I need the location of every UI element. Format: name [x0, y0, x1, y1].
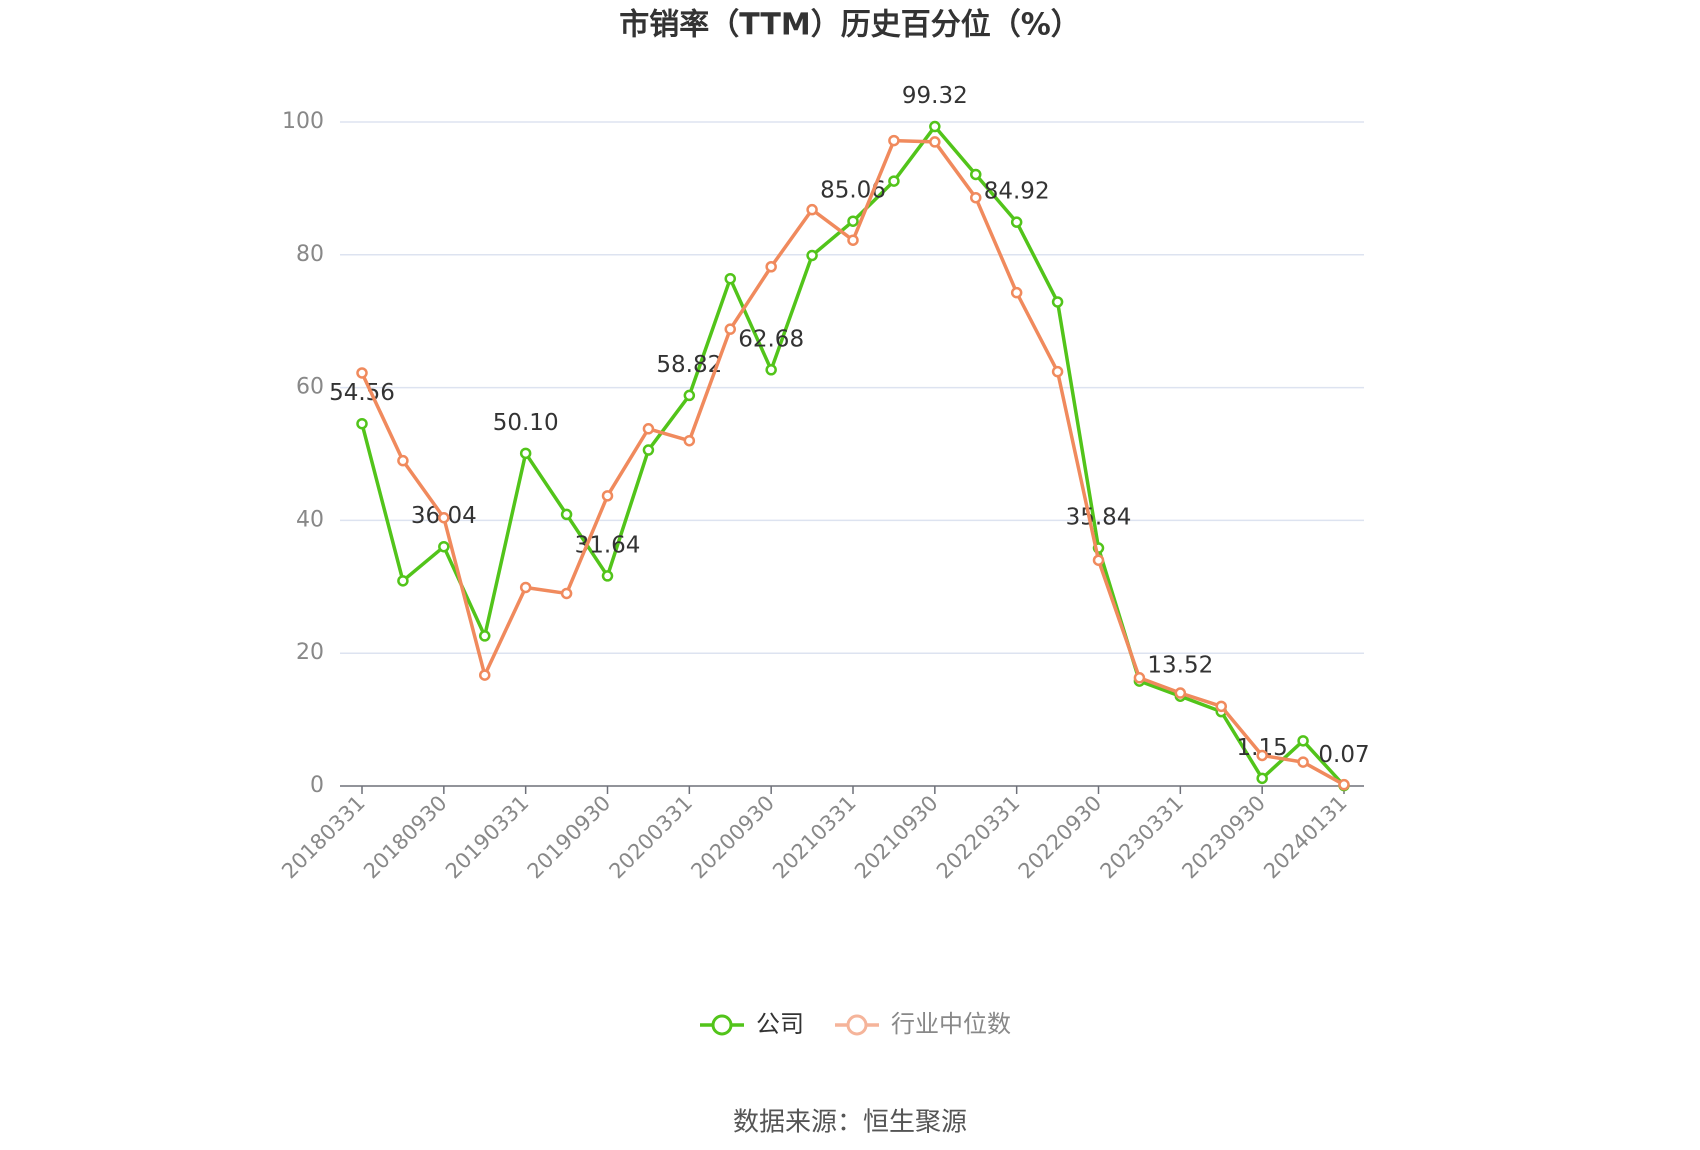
legend-marker — [711, 1014, 733, 1036]
x-tick-label: 20200930 — [686, 791, 779, 884]
point-marker — [479, 669, 491, 681]
point-marker — [397, 454, 409, 467]
point-marker — [560, 587, 573, 600]
legend-marker — [846, 1014, 868, 1036]
x-tick-label: 20180930 — [359, 791, 452, 884]
data-label: 84.92 — [984, 179, 1050, 205]
point-marker — [1297, 735, 1309, 747]
point-marker — [1256, 749, 1268, 762]
data-label: 54.56 — [329, 380, 395, 406]
source-note: 数据来源：恒生聚源 — [733, 1108, 967, 1138]
x-tick-label: 20240131 — [1259, 791, 1352, 884]
point-marker — [479, 630, 491, 642]
x-tick-label: 20230930 — [1177, 791, 1270, 884]
point-marker — [1297, 756, 1309, 768]
point-marker — [806, 203, 818, 216]
point-marker — [356, 417, 368, 430]
point-marker — [1174, 687, 1187, 699]
x-tick-label: 20190331 — [441, 791, 534, 884]
point-marker — [847, 234, 859, 246]
point-marker — [519, 581, 532, 594]
point-marker — [683, 434, 696, 447]
point-marker — [601, 570, 614, 582]
point-marker — [765, 261, 777, 273]
data-label: 58.82 — [656, 352, 722, 378]
x-tick-label: 20190930 — [523, 791, 616, 884]
point-marker — [519, 447, 532, 460]
x-tick-label: 20220331 — [932, 791, 1025, 884]
y-tick-label: 80 — [296, 242, 324, 267]
point-marker — [724, 323, 736, 335]
data-label: 13.52 — [1147, 653, 1213, 679]
point-marker — [1338, 778, 1350, 791]
point-marker — [888, 175, 900, 187]
point-marker — [1051, 296, 1064, 308]
point-marker — [397, 575, 409, 587]
x-tick-label: 20180331 — [277, 791, 370, 884]
point-marker — [560, 508, 573, 521]
x-tick-label: 20200331 — [605, 791, 698, 884]
legend-label: 公司 — [756, 1010, 804, 1038]
point-marker — [1256, 772, 1268, 785]
point-marker — [1010, 286, 1023, 299]
point-marker — [642, 423, 655, 435]
point-marker — [601, 490, 614, 502]
data-label: 35.84 — [1066, 505, 1132, 531]
point-marker — [1215, 700, 1227, 713]
point-marker — [683, 389, 696, 402]
point-marker — [765, 364, 777, 376]
y-tick-label: 60 — [296, 375, 324, 400]
x-tick-label: 20220930 — [1014, 791, 1107, 884]
point-marker — [642, 444, 655, 456]
point-marker — [970, 168, 982, 181]
data-label: 62.68 — [738, 326, 804, 352]
point-marker — [806, 249, 818, 262]
point-marker — [847, 215, 859, 227]
legend-label: 行业中位数 — [891, 1010, 1011, 1038]
y-tick-label: 40 — [296, 507, 324, 532]
point-marker — [438, 540, 450, 553]
point-marker — [438, 511, 450, 524]
y-tick-label: 100 — [282, 109, 324, 134]
point-marker — [888, 134, 900, 147]
data-label: 99.32 — [902, 83, 968, 109]
data-label: 0.07 — [1318, 742, 1369, 768]
point-marker — [929, 136, 941, 148]
y-tick-label: 20 — [296, 640, 324, 665]
point-marker — [724, 272, 736, 285]
x-tick-label: 20210331 — [768, 791, 861, 884]
point-marker — [1010, 216, 1023, 228]
point-marker — [970, 191, 982, 204]
chart-title: 市销率（TTM）历史百分位（%） — [619, 8, 1081, 43]
x-tick-label: 20230331 — [1096, 791, 1189, 884]
y-tick-label: 0 — [310, 773, 324, 798]
point-marker — [929, 120, 941, 133]
point-marker — [1092, 554, 1105, 566]
data-label: 50.10 — [493, 410, 559, 436]
x-tick-label: 20210930 — [850, 791, 943, 884]
point-marker — [356, 367, 368, 379]
point-marker — [1133, 672, 1146, 684]
point-marker — [1051, 365, 1064, 378]
